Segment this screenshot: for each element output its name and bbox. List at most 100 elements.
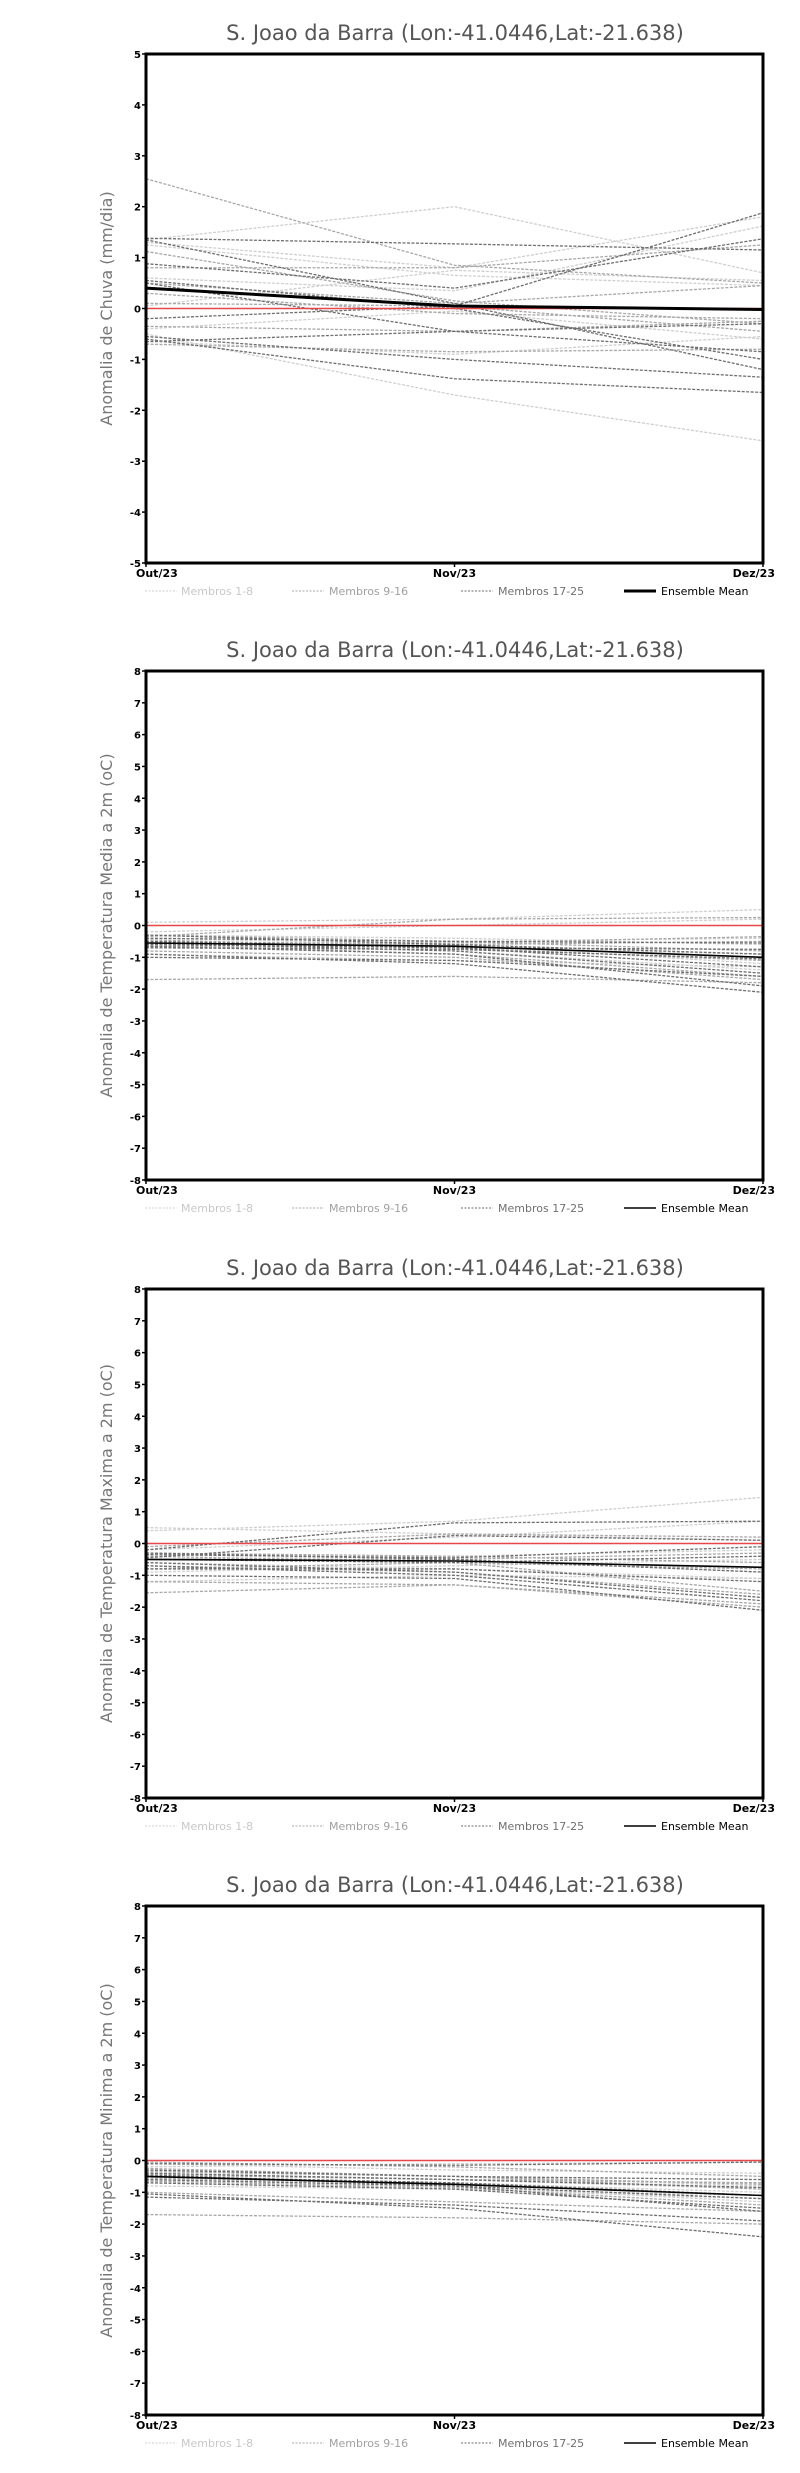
member-line-20 xyxy=(145,1546,764,1559)
chart-svg: S. Joao da Barra (Lon:-41.0446,Lat:-21.6… xyxy=(97,1256,775,1833)
y-tick-label: -7 xyxy=(130,2379,141,2390)
y-tick-label: 2 xyxy=(134,858,141,869)
chart-3: S. Joao da Barra (Lon:-41.0446,Lat:-21.6… xyxy=(0,1235,800,1852)
y-tick-label: 1 xyxy=(134,254,141,265)
chart-title: S. Joao da Barra (Lon:-41.0446,Lat:-21.6… xyxy=(226,1873,684,1897)
legend-label-2: Membros 9-16 xyxy=(329,1202,408,1215)
ensemble-mean-line xyxy=(145,1558,764,1569)
member-line-14 xyxy=(145,2180,764,2206)
member-line-15 xyxy=(145,250,764,325)
member-line-6 xyxy=(145,1558,764,1573)
y-tick-label: 7 xyxy=(134,699,141,710)
y-tick-label: 6 xyxy=(134,731,141,742)
y-tick-label: 5 xyxy=(134,1380,141,1391)
y-tick-label: 8 xyxy=(134,1902,141,1913)
y-tick-label: 4 xyxy=(134,101,141,112)
y-tick-label: 4 xyxy=(134,794,141,805)
member-line-12 xyxy=(145,2191,764,2213)
x-tick-label: Dez/23 xyxy=(733,2419,775,2432)
member-line-12 xyxy=(145,343,764,353)
ensemble-mean-line xyxy=(145,942,764,959)
y-tick-label: -8 xyxy=(130,2411,141,2422)
y-axis-label: Anomalia de Temperatura Maxima a 2m (oC) xyxy=(97,1364,116,1723)
member-line-20 xyxy=(145,279,764,361)
y-tick-label: 3 xyxy=(134,152,141,163)
member-line-25 xyxy=(145,1552,764,1573)
chart-2: S. Joao da Barra (Lon:-41.0446,Lat:-21.6… xyxy=(0,617,800,1234)
member-line-17 xyxy=(145,1520,764,1551)
y-tick-label: 0 xyxy=(134,305,141,316)
chart-title: S. Joao da Barra (Lon:-41.0446,Lat:-21.6… xyxy=(226,638,684,662)
legend-label-3: Membros 17-25 xyxy=(498,1820,584,1833)
chart-svg: S. Joao da Barra (Lon:-41.0446,Lat:-21.6… xyxy=(97,21,775,598)
y-tick-label: -3 xyxy=(130,1017,141,1028)
member-line-22 xyxy=(145,338,764,394)
legend-label-2: Membros 9-16 xyxy=(329,1820,408,1833)
member-line-4 xyxy=(145,225,764,292)
legend-label-3: Membros 17-25 xyxy=(498,585,584,598)
y-tick-label: 3 xyxy=(134,826,141,837)
ensemble-mean-line xyxy=(145,286,764,312)
y-tick-label: 4 xyxy=(134,2029,141,2040)
member-line-24 xyxy=(146,1568,764,1583)
y-tick-label: 2 xyxy=(134,203,141,214)
chart-title: S. Joao da Barra (Lon:-41.0446,Lat:-21.6… xyxy=(226,21,684,45)
member-line-21 xyxy=(145,2193,764,2238)
legend-label-4: Ensemble Mean xyxy=(661,1820,748,1833)
chart-svg: S. Joao da Barra (Lon:-41.0446,Lat:-21.6… xyxy=(97,638,775,1215)
chart-title: S. Joao da Barra (Lon:-41.0446,Lat:-21.6… xyxy=(226,1256,684,1280)
x-tick-label: Nov/23 xyxy=(433,2419,476,2432)
member-line-18 xyxy=(145,238,764,289)
legend-label-2: Membros 9-16 xyxy=(329,2437,408,2450)
member-line-18 xyxy=(145,1534,764,1559)
y-tick-label: -1 xyxy=(130,2188,141,2199)
member-line-17 xyxy=(145,2161,764,2166)
y-tick-label: 2 xyxy=(134,2093,141,2104)
y-tick-label: -5 xyxy=(130,2316,141,2327)
y-tick-label: -2 xyxy=(130,1603,141,1614)
member-line-23 xyxy=(145,2172,764,2189)
y-tick-label: -8 xyxy=(130,1176,141,1187)
y-tick-label: 0 xyxy=(134,2157,141,2168)
y-tick-label: 0 xyxy=(134,1540,141,1551)
legend-label-1: Membros 1-8 xyxy=(181,2437,253,2450)
x-tick-label: Nov/23 xyxy=(433,1802,476,1815)
chart-4: S. Joao da Barra (Lon:-41.0446,Lat:-21.6… xyxy=(0,1852,800,2469)
member-line-16 xyxy=(146,935,764,944)
y-tick-label: 2 xyxy=(134,1476,141,1487)
member-line-25 xyxy=(145,943,764,951)
member-line-22 xyxy=(145,1574,764,1611)
member-line-15 xyxy=(145,975,764,984)
y-tick-label: -2 xyxy=(130,2220,141,2231)
y-tick-label: 8 xyxy=(134,1285,141,1296)
x-tick-label: Out/23 xyxy=(136,1184,178,1197)
y-axis-label: Anomalia de Chuva (mm/dia) xyxy=(97,191,116,425)
y-tick-label: 6 xyxy=(134,1349,141,1360)
y-tick-label: -4 xyxy=(130,2284,141,2295)
y-tick-label: -4 xyxy=(130,1049,141,1060)
y-tick-label: 1 xyxy=(134,890,141,901)
member-line-9 xyxy=(145,1533,764,1548)
y-tick-label: -3 xyxy=(130,2252,141,2263)
member-line-18 xyxy=(145,942,764,974)
x-tick-label: Nov/23 xyxy=(433,1184,476,1197)
y-tick-label: 6 xyxy=(134,1966,141,1977)
y-tick-label: 1 xyxy=(134,2125,141,2136)
chart-1: S. Joao da Barra (Lon:-41.0446,Lat:-21.6… xyxy=(0,0,800,617)
y-tick-label: -4 xyxy=(130,1667,141,1678)
member-line-9 xyxy=(145,2161,764,2178)
ensemble-mean-line xyxy=(145,2175,764,2197)
legend-label-4: Ensemble Mean xyxy=(661,2437,748,2450)
y-tick-label: -6 xyxy=(130,2347,141,2358)
y-tick-label: -6 xyxy=(130,1112,141,1123)
member-line-23 xyxy=(145,239,764,371)
y-tick-label: 1 xyxy=(134,1508,141,1519)
y-tick-label: 3 xyxy=(134,2061,141,2072)
legend-label-4: Ensemble Mean xyxy=(661,1202,748,1215)
y-tick-label: -8 xyxy=(130,1794,141,1805)
legend-label-1: Membros 1-8 xyxy=(181,585,253,598)
legend-label-3: Membros 17-25 xyxy=(498,2437,584,2450)
member-line-1 xyxy=(145,2163,764,2174)
x-tick-label: Dez/23 xyxy=(733,1802,775,1815)
member-line-25 xyxy=(145,323,764,343)
